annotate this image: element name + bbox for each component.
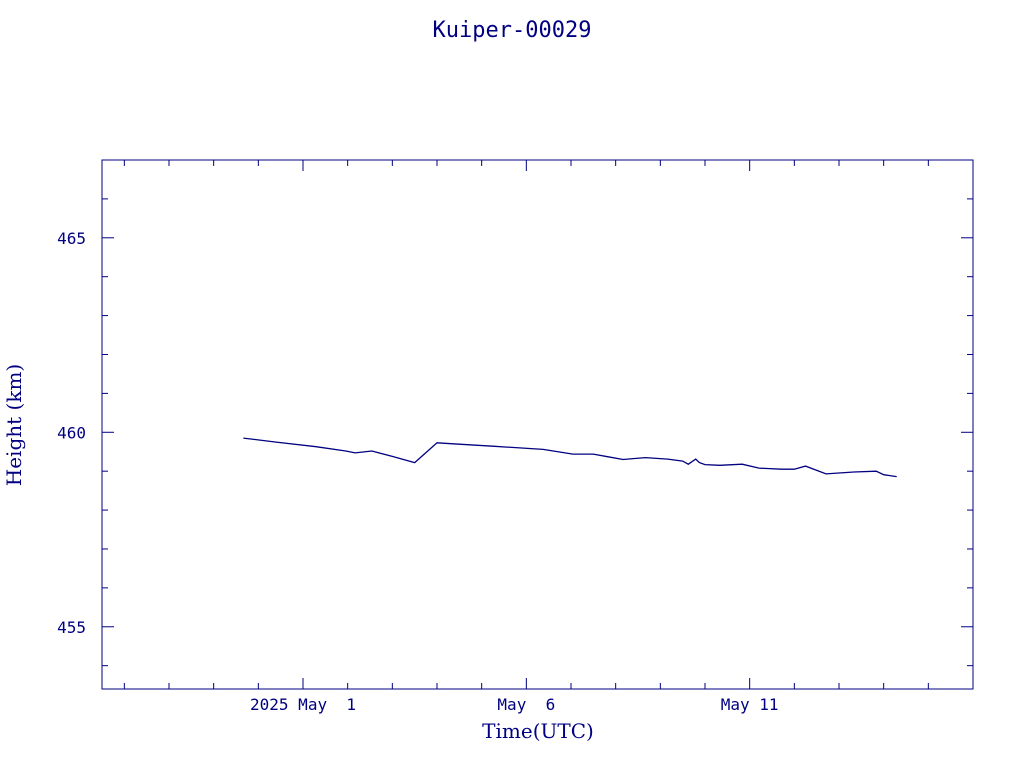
- y-axis-label: Height (km): [2, 364, 26, 486]
- y-tick-label: 455: [57, 618, 86, 637]
- x-axis-tick-labels: 2025 May 1 May 6 May 11: [250, 695, 779, 714]
- x-axis-ticks: [123, 160, 974, 689]
- x-axis-label: Time(UTC): [482, 719, 594, 743]
- y-tick-label: 465: [57, 229, 86, 248]
- y-axis-ticks: [102, 159, 973, 667]
- x-tick-label: May 6: [497, 695, 555, 714]
- x-tick-label: 2025 May 1: [250, 695, 356, 714]
- chart-title: Kuiper-00029: [433, 18, 592, 43]
- y-tick-label: 460: [57, 423, 86, 442]
- plot-frame: [101, 159, 974, 690]
- y-axis-tick-labels: 465 460 455: [57, 229, 86, 637]
- x-tick-label: May 11: [721, 695, 779, 714]
- series-line: [243, 437, 897, 478]
